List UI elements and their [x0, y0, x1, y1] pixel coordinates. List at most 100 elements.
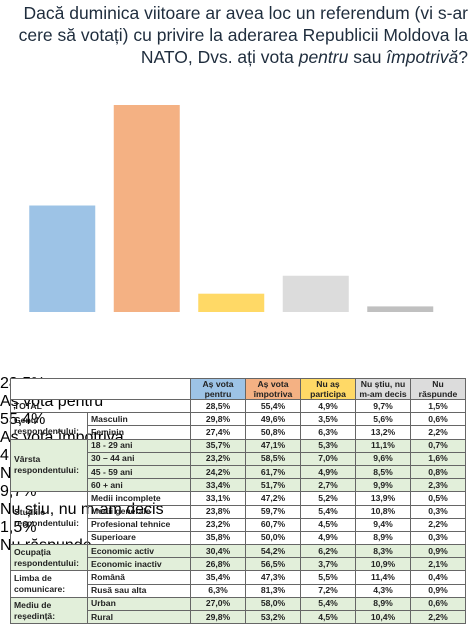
table-row: Feminin 27,4% 50,8% 6,3% 13,2% 2,2% — [11, 425, 466, 440]
row-label: Medii incomplete — [87, 491, 191, 506]
cell: 8,3% — [355, 544, 411, 559]
row-label: Economic activ — [87, 544, 191, 559]
cell: 23,8% — [190, 504, 246, 519]
cell: 2,2% — [410, 517, 466, 532]
cell: 9,6% — [355, 451, 411, 466]
cell: 7,2% — [300, 583, 356, 598]
cell: 0,6% — [410, 596, 466, 612]
row-label: 18 - 29 ani — [87, 438, 191, 453]
row-label: Superioare — [87, 530, 191, 546]
cell: 29,8% — [190, 412, 246, 427]
row-label: TOTAL — [10, 398, 191, 414]
cell: 11,4% — [355, 570, 411, 585]
cell: 59,7% — [245, 504, 301, 519]
cell: 61,7% — [245, 464, 301, 480]
row-label: Feminin — [87, 425, 191, 440]
cell: 5,6% — [355, 412, 411, 427]
bar — [198, 293, 265, 312]
table-row: Economic inactiv 26,8% 56,5% 3,7% 10,9% 2,1% — [10, 557, 466, 572]
cell: 54,2% — [245, 544, 301, 559]
cell: 0,6% — [410, 412, 466, 427]
column-header: Nu răspunde — [410, 378, 466, 400]
table-row: 30 – 44 ani 23,2% 58,5% 7,0% 9,6% 1,6% — [10, 451, 466, 466]
cell: 4,5% — [300, 609, 356, 625]
row-label: 30 – 44 ani — [87, 451, 191, 466]
cell: 0,9% — [410, 544, 466, 559]
cell: 47,1% — [245, 438, 301, 453]
cell: 51,7% — [245, 478, 301, 493]
cell: 13,2% — [355, 425, 411, 440]
cell: 0,4% — [410, 570, 466, 585]
cell: 49,6% — [245, 412, 301, 427]
cell: 6,2% — [300, 544, 356, 559]
table-row: Mediu de reședință: Urban 27,0% 58,0% 5,4% 8,… — [10, 596, 466, 625]
table-row: Vârsta respondentului: 18 - 29 ani 35,7% 47… — [10, 438, 466, 493]
bar — [282, 275, 349, 312]
cell: 0,3% — [410, 504, 466, 519]
cell: 28,5% — [190, 398, 246, 414]
chart-plot — [29, 105, 434, 312]
group-label: Vârsta respondentului: — [10, 438, 88, 493]
cell: 2,7% — [300, 478, 356, 493]
header-row: Aș vota pentru Aș vota împotriva Nu aș par… — [10, 378, 466, 400]
cell: 4,9% — [300, 530, 356, 546]
row-label: Profesional tehnice — [87, 517, 191, 532]
cell: 6,3% — [300, 425, 356, 440]
row-label: Rusă sau alta — [87, 583, 191, 598]
cell: 3,7% — [300, 557, 356, 572]
data-table: Aș vota pentru Aș vota împotriva Nu aș par… — [10, 378, 466, 625]
cell: 23,2% — [190, 517, 246, 532]
cell: 60,7% — [245, 517, 301, 532]
table-row: Medii generale 23,8% 59,7% 5,4% 10,8% 0,3% — [11, 504, 466, 519]
cell: 2,2% — [410, 609, 466, 625]
title-part: împotrivă — [386, 47, 459, 67]
row-label: Masculin — [87, 412, 191, 427]
cell: 35,4% — [190, 570, 246, 585]
row-label: 45 - 59 ani — [87, 464, 191, 480]
group-label: Ocupația respondentului: — [10, 544, 88, 572]
cell: 9,9% — [355, 478, 411, 493]
cell: 0,9% — [410, 583, 466, 598]
row-label: 60 + ani — [87, 478, 191, 493]
cell: 5,5% — [300, 570, 356, 585]
group-label: Genul respondentului: — [10, 412, 88, 440]
table-row: Superioare 35,8% 50,0% 4,9% 8,9% 0,3% — [11, 530, 466, 546]
row-label: Urban — [87, 596, 191, 612]
cell: 0,7% — [410, 438, 466, 453]
cell: 5,4% — [300, 596, 356, 612]
cell: 24,2% — [190, 464, 246, 480]
title-part: pentru — [298, 47, 349, 67]
table-row: Studiile respondentului: Medii incomplete… — [10, 491, 466, 546]
cell: 10,9% — [355, 557, 411, 572]
row-label: Română — [87, 570, 191, 585]
cell: 4,3% — [355, 583, 411, 598]
cell: 33,4% — [190, 478, 246, 493]
column-header: Aș vota împotriva — [245, 378, 301, 400]
header-cell — [10, 378, 191, 400]
cell: 29,8% — [190, 609, 246, 625]
cell: 5,3% — [300, 438, 356, 453]
cell: 5,2% — [300, 491, 356, 506]
cell: 2,3% — [410, 478, 466, 493]
cell: 47,3% — [245, 570, 301, 585]
row-label: Rural — [87, 609, 191, 625]
cell: 50,8% — [245, 425, 301, 440]
title-part: sau — [348, 47, 387, 67]
cell: 58,0% — [245, 596, 301, 612]
cell: 8,9% — [355, 596, 411, 612]
cell: 2,2% — [410, 425, 466, 440]
cell: 81,3% — [245, 583, 301, 598]
chart-title: Dacă duminica viitoare ar avea loc un re… — [8, 2, 468, 68]
row-label: Medii generale — [87, 504, 191, 519]
cell: 2,1% — [410, 557, 466, 572]
cell: 35,8% — [190, 530, 246, 546]
cell: 0,8% — [410, 464, 466, 480]
cell: 0,5% — [410, 491, 466, 506]
cell: 1,6% — [410, 451, 466, 466]
cell: 47,2% — [245, 491, 301, 506]
row-label: Economic inactiv — [87, 557, 191, 572]
cell: 56,5% — [245, 557, 301, 572]
cell: 35,7% — [190, 438, 246, 453]
